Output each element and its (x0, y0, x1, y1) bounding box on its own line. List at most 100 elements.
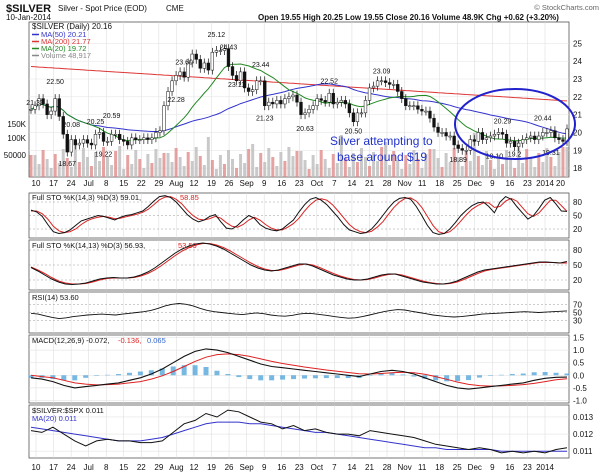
volume-bar (279, 152, 283, 177)
volume-bar (283, 161, 287, 177)
x-tick-label: Nov (397, 179, 411, 188)
y-tick-label: 0.012 (573, 430, 594, 439)
volume-bar (251, 144, 255, 177)
y-tick-label: 0.0 (573, 371, 585, 380)
candle-down (432, 117, 436, 128)
x-tick-label: Dec (468, 179, 482, 188)
macd-histogram-bar (301, 375, 307, 379)
x-tick-label: 25 (453, 179, 462, 188)
candle-down (194, 53, 198, 60)
x-tick-label: 10 (32, 179, 41, 188)
legend-entry: $SILVER (Daily) 20.16 (32, 22, 112, 31)
macd-histogram-bar (126, 372, 132, 376)
macd-histogram-bar (323, 375, 329, 379)
candle-up (109, 133, 114, 142)
candle-down (198, 59, 202, 69)
volume-bar (206, 137, 210, 177)
volume-bar (214, 169, 218, 177)
volume-bar (231, 159, 235, 177)
candle-up (202, 62, 206, 69)
candle-up (77, 142, 82, 146)
volume-bar (65, 158, 69, 177)
price-label: 20.50 (345, 129, 363, 136)
x-tick-label: 9 (262, 179, 267, 188)
macd-histogram-bar (411, 375, 417, 377)
volume-bar (77, 162, 81, 177)
price-label: 22.52 (320, 79, 338, 86)
price-label: 20.59 (103, 113, 121, 120)
candle-up (29, 109, 33, 111)
volume-bar (351, 153, 355, 177)
y-tick-label: 22 (573, 93, 582, 102)
candle-up (190, 53, 194, 64)
volume-bar (537, 153, 541, 177)
x-tick-label: 23 (523, 179, 532, 188)
candle-down (512, 141, 517, 147)
x-tick-label: 21 (365, 179, 374, 188)
macd-histogram-bar (192, 365, 198, 376)
highlight-ellipse (454, 88, 576, 160)
volume-bar (255, 167, 259, 177)
volume-bar (505, 150, 509, 177)
candle-up (307, 109, 311, 114)
candle-down (271, 101, 275, 105)
volume-bar (142, 168, 146, 177)
candle-up (93, 133, 98, 146)
volume-bar (259, 153, 263, 177)
volume-bar (182, 166, 186, 177)
volume-bar (541, 162, 545, 177)
volume-bar (565, 147, 569, 177)
volume-bar (363, 157, 367, 177)
candle-up (359, 112, 364, 115)
macd-histogram-bar (312, 375, 318, 379)
volume-bar (33, 155, 37, 177)
candles (29, 44, 569, 157)
x-tick-label: 14 (347, 179, 356, 188)
volume-bar (89, 166, 93, 177)
candle-down (561, 139, 565, 142)
candle-down (553, 130, 557, 139)
candle-down (480, 132, 485, 140)
macd-histogram-bar (116, 374, 122, 376)
macd-line (30, 348, 568, 390)
macd-histogram-bar (105, 374, 111, 376)
x-tick-label: 12 (190, 463, 199, 472)
macd-histogram-bar (444, 375, 450, 382)
candle-up (113, 133, 118, 136)
price-label: 20.29 (494, 118, 512, 125)
volume-bar (154, 149, 158, 177)
price-label: 20.08 (63, 122, 81, 129)
macd-histogram-bar (400, 374, 406, 376)
volume-bar (331, 154, 335, 177)
volume-bar (396, 160, 400, 177)
volume-bar (412, 150, 416, 177)
candle-up (287, 96, 291, 99)
volume-bar (53, 154, 57, 177)
volume-bar (335, 163, 339, 177)
candle-up (468, 139, 472, 151)
volume-bar (501, 164, 505, 177)
volume-bar (476, 156, 480, 177)
volume-bar (190, 161, 194, 177)
volume-bar (267, 148, 271, 177)
x-tick-label: 20 (556, 179, 565, 188)
candle-up (210, 52, 215, 71)
price-label: 21.23 (256, 116, 274, 123)
volume-bar (158, 158, 162, 177)
volume-bar (400, 169, 404, 177)
panel-frame-price (28, 21, 570, 178)
volume-bar (134, 150, 138, 177)
candle-up (537, 135, 541, 140)
volume-bar (416, 159, 420, 177)
volume-bar (376, 161, 380, 177)
price-label: 22.28 (167, 97, 185, 104)
x-tick-label: 11 (418, 179, 427, 188)
x-tick-label: 23 (295, 179, 304, 188)
volume-bar (218, 155, 222, 177)
candle-down (234, 75, 239, 82)
volume-bar (444, 153, 448, 177)
volume-bars (29, 133, 569, 177)
price-label: 19.2 (508, 152, 522, 159)
y-tick-label: 21 (573, 111, 582, 120)
ratio-ma20-line (30, 421, 567, 452)
